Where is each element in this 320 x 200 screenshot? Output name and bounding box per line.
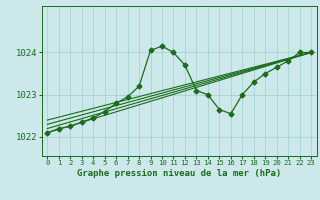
X-axis label: Graphe pression niveau de la mer (hPa): Graphe pression niveau de la mer (hPa)	[77, 169, 281, 178]
